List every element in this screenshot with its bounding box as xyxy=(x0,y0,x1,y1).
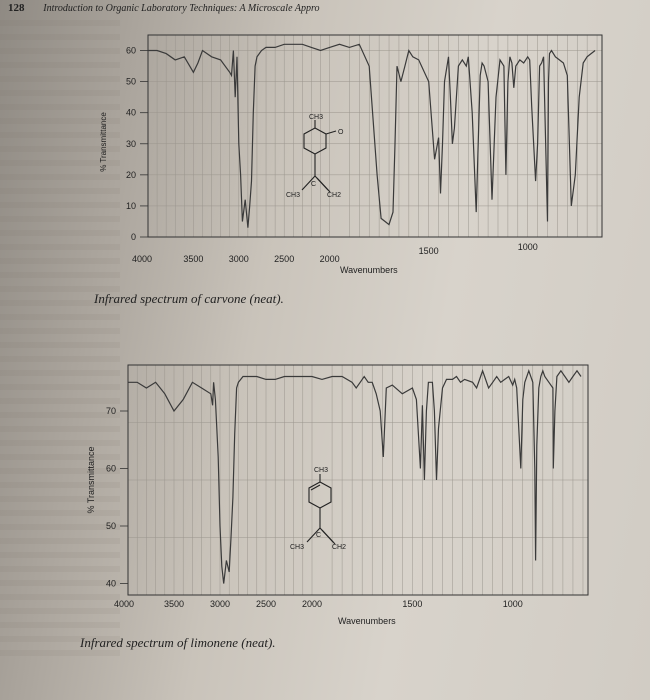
structure-label-carbon: C xyxy=(316,532,321,539)
opposite-page-bleed xyxy=(0,20,120,660)
y-tick-label: 10 xyxy=(126,201,136,211)
x-tick-label: 2500 xyxy=(274,254,294,264)
structure-label-methyl-top: CH3 xyxy=(314,467,328,474)
structure-label-carbon: C xyxy=(311,181,316,188)
plot-frame xyxy=(147,34,603,238)
carvone-ir-chart: 4000 3500 3000 2500 2000 1500 1000 0 10 20 30 40 50 6… xyxy=(99,34,603,275)
x-tick-label: 4000 xyxy=(132,254,152,264)
x-tick-label: 1000 xyxy=(518,242,538,252)
structure-label-methyl-top: CH3 xyxy=(309,114,323,121)
y-tick-label: 40 xyxy=(106,579,116,589)
x-tick-label: 3000 xyxy=(210,599,230,609)
x-tick-label: 1000 xyxy=(503,599,523,609)
x-tick-label: 2000 xyxy=(320,254,340,264)
x-tick-label: 3500 xyxy=(183,254,203,264)
y-tick-label: 60 xyxy=(126,46,136,56)
y-tick-label: 60 xyxy=(106,464,116,474)
structure-label-methylene: CH2 xyxy=(327,192,341,199)
x-tick-label: 2500 xyxy=(256,599,276,609)
spectrum-trace xyxy=(148,43,596,228)
limonene-structure xyxy=(306,474,336,545)
structure-label-methyl-bottom: CH3 xyxy=(290,544,304,551)
plot-frame xyxy=(127,364,589,596)
structure-label-methyl-bottom: CH3 xyxy=(286,192,300,199)
x-axis-title: Wavenumbers xyxy=(338,616,396,626)
x-tick-label: 3500 xyxy=(164,599,184,609)
running-header: 128 Introduction to Organic Laboratory T… xyxy=(8,2,319,14)
y-axis-title: % Transmittance xyxy=(86,446,96,513)
page-number: 128 xyxy=(8,2,25,14)
y-tick-label: 0 xyxy=(131,232,136,242)
figure-caption-limonene: Infrared spectrum of limonene (neat). xyxy=(80,635,276,650)
x-tick-label: 4000 xyxy=(114,599,134,609)
x-tick-label: 1500 xyxy=(419,246,439,256)
y-tick-label: 50 xyxy=(106,521,116,531)
y-tick-label: 40 xyxy=(126,108,136,118)
chart-grid xyxy=(127,364,588,596)
carvone-structure xyxy=(301,120,337,193)
x-tick-label: 2000 xyxy=(302,599,322,609)
limonene-ir-chart: 4000 3500 3000 2500 2000 1500 1000 40 50 60 70 % T… xyxy=(86,364,589,626)
x-axis-title: Wavenumbers xyxy=(340,265,398,275)
x-tick-label: 1500 xyxy=(402,599,422,609)
x-tick-label: 3000 xyxy=(229,254,249,264)
y-tick-label: 50 xyxy=(126,77,136,87)
chart-grid xyxy=(147,35,602,238)
running-title: Introduction to Organic Laboratory Techn… xyxy=(43,3,320,14)
spectrum-trace xyxy=(128,368,582,584)
structure-label-oxygen: O xyxy=(338,129,344,136)
figure-caption-carvone: Infrared spectrum of carvone (neat). xyxy=(94,291,284,306)
y-tick-label: 20 xyxy=(126,170,136,180)
y-axis-title: % Transmittance xyxy=(99,112,108,172)
y-tick-label: 30 xyxy=(126,139,136,149)
y-tick-label: 70 xyxy=(106,406,116,416)
structure-label-methylene: CH2 xyxy=(332,544,346,551)
